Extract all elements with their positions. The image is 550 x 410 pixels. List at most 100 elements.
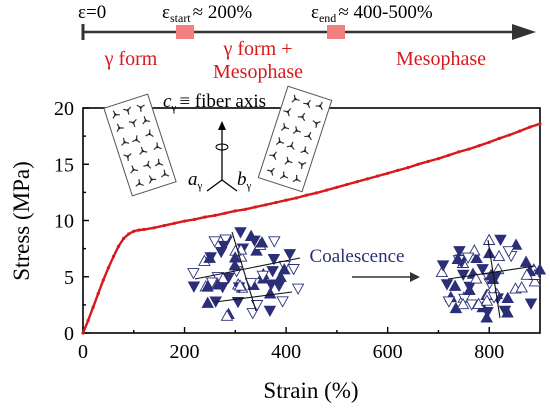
crystal-box-left	[103, 93, 177, 197]
coalescence-label: Coalescence	[310, 246, 405, 267]
molecule-center	[132, 121, 135, 124]
molecule-center	[272, 154, 276, 157]
domain-triangle-open	[480, 294, 494, 306]
boundary-lines-before	[194, 231, 301, 312]
data-point	[294, 196, 298, 200]
data-point	[162, 224, 166, 228]
domain-triangle-open	[435, 265, 449, 278]
domain-triangle-open	[520, 268, 534, 280]
eps-start-subscript: start	[170, 11, 191, 25]
y-ticks: 0 5 10 15 20	[54, 98, 89, 345]
data-point	[243, 207, 248, 211]
data-point	[325, 188, 329, 192]
domain-cluster-after	[435, 233, 547, 323]
molecule-center	[148, 132, 151, 136]
molecule-center	[286, 160, 290, 163]
domain-triangle-open	[256, 270, 270, 283]
eps-start-label: εstart ≈ 200%	[162, 2, 252, 25]
series-stress-strain	[81, 122, 542, 335]
data-point	[426, 159, 430, 163]
domain-triangle-open	[472, 297, 485, 309]
domain-triangle-filled	[524, 298, 538, 310]
x-tick-label: 800	[474, 341, 504, 363]
phase-gamma-meso-line2: Mesophase	[213, 61, 303, 83]
b-axis-label: bγ	[237, 169, 252, 192]
data-point	[142, 227, 146, 232]
molecule-center	[306, 102, 309, 106]
b-axis-subscript: γ	[246, 180, 252, 192]
domain-triangle-open	[469, 272, 483, 284]
domain-triangle-filled	[201, 280, 214, 292]
domain-triangle-filled	[494, 234, 507, 247]
crystal-motifs-right	[266, 94, 323, 183]
domain-triangle-open	[244, 278, 258, 290]
domain-triangle-filled	[211, 278, 225, 290]
data-point	[81, 331, 85, 335]
x-axis-title: Strain (%)	[263, 378, 358, 403]
a-axis-arrow	[206, 179, 223, 192]
x-tick-label: 400	[271, 341, 301, 363]
data-point	[137, 228, 141, 232]
a-axis-label: aγ	[188, 169, 203, 192]
phase-bar: ε=0 εstart ≈ 200% εend ≈ 400-500% γ form γ…	[78, 2, 536, 83]
domain-triangle-filled	[440, 279, 454, 291]
eps-zero-label: ε=0	[78, 2, 106, 23]
data-point	[132, 229, 136, 233]
phase-gamma-meso-line1: γ form +	[223, 38, 293, 60]
domain-triangle-open	[276, 296, 289, 308]
data-point	[264, 203, 268, 207]
domain-triangle-open	[456, 297, 470, 310]
x-tick-label: 600	[373, 341, 403, 363]
domain-triangle-open	[515, 281, 528, 293]
data-point	[345, 182, 349, 187]
c-axis-label: cγ ≡ fiber axis	[163, 91, 266, 114]
boundary-lines-after	[447, 239, 536, 319]
domain-triangle-filled	[187, 281, 201, 293]
y-tick-label: 20	[54, 98, 74, 120]
domain-triangle-open	[233, 279, 247, 291]
domain-triangle-filled	[283, 249, 297, 261]
domain-triangle-filled	[264, 279, 278, 291]
molecule-center	[126, 155, 129, 158]
domain-triangle-filled	[267, 254, 281, 266]
data-point	[497, 136, 501, 140]
data-point	[254, 205, 258, 209]
domain-triangle-filled	[436, 260, 450, 272]
molecule-center	[294, 97, 297, 101]
phase-marker-end	[327, 25, 345, 39]
data-point	[223, 211, 227, 215]
coalescence-arrowhead	[410, 272, 420, 282]
eps-end-label: εend ≈ 400-500%	[311, 2, 433, 25]
molecule-center	[157, 162, 161, 165]
domain-triangle-filled	[263, 305, 277, 318]
domain-triangle-filled	[456, 269, 470, 282]
series-line	[81, 122, 541, 334]
molecule-center	[135, 138, 138, 142]
data-point	[335, 185, 339, 189]
domain-triangle-open	[502, 246, 515, 258]
domain-triangle-open	[287, 264, 300, 276]
domain-triangle-open	[268, 236, 281, 248]
data-point	[91, 305, 95, 309]
eps-end-subscript: end	[319, 11, 336, 25]
data-point	[101, 278, 105, 282]
molecule-center	[156, 145, 159, 149]
domain-triangle-filled	[250, 244, 263, 256]
data-point	[375, 174, 380, 178]
molecule-center	[282, 174, 286, 178]
data-point	[111, 254, 116, 259]
domain-triangle-filled	[203, 251, 216, 263]
data-point	[127, 232, 131, 236]
crystal-box-left-outline	[103, 93, 177, 197]
phase-bar-arrowhead	[512, 24, 536, 40]
data-point	[406, 166, 410, 170]
molecule-center	[278, 140, 281, 143]
domain-triangle-open	[482, 233, 496, 245]
boundary-line	[487, 239, 501, 319]
data-point	[416, 162, 420, 166]
data-point	[96, 292, 100, 296]
domain-triangle-open	[187, 268, 200, 280]
c-axis-subscript: γ	[170, 102, 176, 114]
domain-triangle-filled	[234, 227, 247, 239]
